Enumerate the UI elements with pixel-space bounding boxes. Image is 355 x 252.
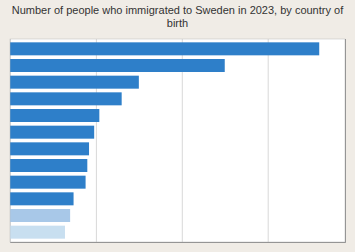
title-line: birth xyxy=(167,17,188,29)
bar xyxy=(10,109,99,122)
grid-line xyxy=(268,39,269,242)
bar xyxy=(10,226,65,239)
background xyxy=(0,0,355,252)
bar xyxy=(10,192,74,205)
bar xyxy=(10,159,87,172)
bar xyxy=(10,42,319,55)
title: Number of people who immigrated to Swede… xyxy=(12,4,344,29)
bar xyxy=(10,126,94,139)
plot xyxy=(10,39,346,243)
x-axis xyxy=(11,39,346,243)
plot-background xyxy=(10,39,345,242)
chart: Number of people who immigrated to Swede… xyxy=(0,0,355,252)
bar xyxy=(10,59,225,72)
x-axis-line xyxy=(11,39,346,243)
bar xyxy=(10,142,89,155)
x-tick xyxy=(268,39,269,242)
bar xyxy=(10,209,70,222)
plot-frame xyxy=(10,39,345,242)
bars xyxy=(10,42,319,238)
bar xyxy=(10,176,86,189)
bar xyxy=(10,92,122,105)
title-line: Number of people who immigrated to Swede… xyxy=(12,4,344,16)
bar xyxy=(10,76,139,89)
